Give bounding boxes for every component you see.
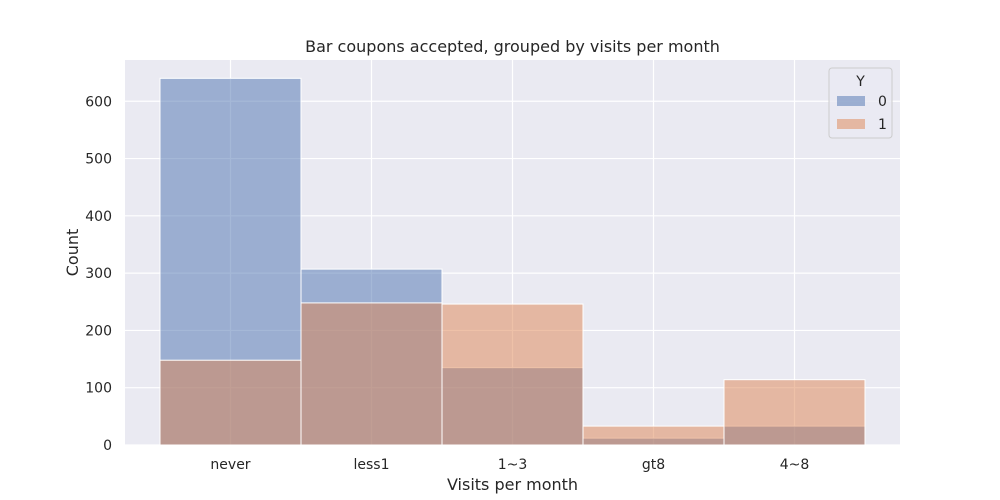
x-tick-label: 4~8 bbox=[780, 457, 810, 473]
legend-swatch-1 bbox=[837, 119, 865, 129]
y-tick-label: 100 bbox=[85, 381, 112, 397]
y-tick-label: 0 bbox=[103, 438, 112, 454]
legend-swatch-0 bbox=[837, 96, 865, 106]
legend-title: Y bbox=[855, 74, 865, 90]
y-axis: 0 100 200 300 400 500 600 bbox=[85, 94, 112, 454]
x-axis: never less1 1~3 gt8 4~8 bbox=[210, 457, 809, 473]
x-axis-label: Visits per month bbox=[447, 475, 578, 494]
bar-series-1-3 bbox=[582, 425, 725, 446]
x-tick-label: gt8 bbox=[642, 457, 665, 473]
x-tick-label: 1~3 bbox=[498, 457, 528, 473]
bar-series-1-4 bbox=[723, 379, 866, 446]
y-tick-label: 600 bbox=[85, 94, 112, 110]
bar-series-1-2 bbox=[441, 303, 584, 446]
x-tick-label: never bbox=[210, 457, 250, 473]
y-tick-label: 200 bbox=[85, 323, 112, 339]
chart-title: Bar coupons accepted, grouped by visits … bbox=[305, 37, 720, 56]
y-tick-label: 500 bbox=[85, 152, 112, 168]
y-tick-label: 300 bbox=[85, 266, 112, 282]
y-axis-label: Count bbox=[63, 229, 82, 277]
bar-series-1-0 bbox=[159, 359, 302, 446]
bar-series-1-1 bbox=[300, 302, 443, 446]
bars bbox=[159, 77, 866, 446]
legend-entry-0: 0 bbox=[878, 94, 887, 110]
y-tick-label: 400 bbox=[85, 209, 112, 225]
legend-entry-1: 1 bbox=[878, 117, 887, 133]
x-tick-label: less1 bbox=[354, 457, 390, 473]
legend: Y0 1 bbox=[828, 67, 893, 139]
